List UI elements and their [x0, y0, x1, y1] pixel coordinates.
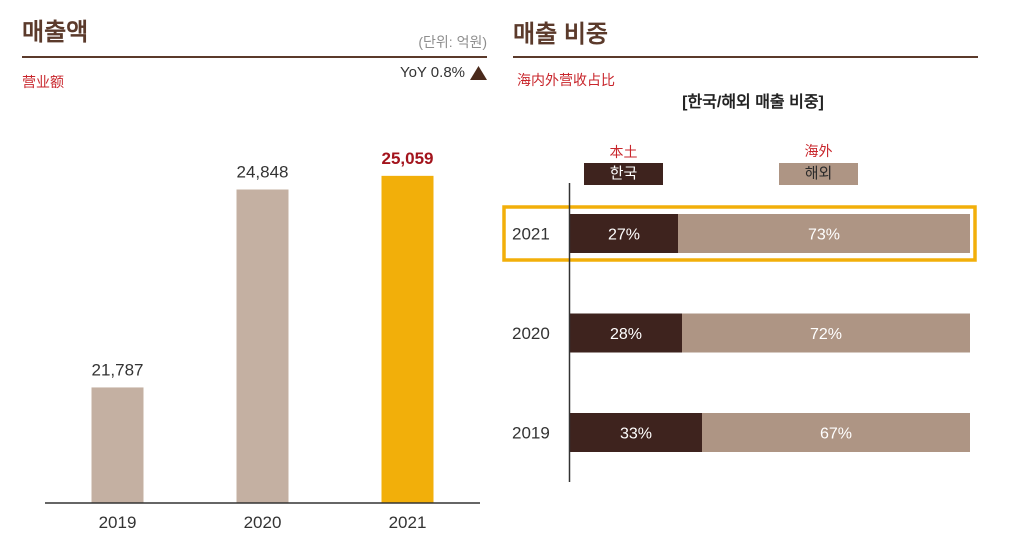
bar-value-label: 25,059 [382, 149, 434, 168]
legend-korea-label: 한국 [584, 163, 663, 185]
korea-share-bar-2019 [570, 413, 702, 452]
revenue-bars: 21,787 2019 24,848 2020 25,059 2021 [91, 149, 434, 532]
overseas-share-label: 67% [820, 426, 852, 443]
share-subtitle-cn: 海内外营收占比 [517, 72, 615, 88]
korea-share-label: 33% [620, 426, 652, 443]
share-title-rule [513, 56, 978, 58]
overseas-share-bar-2020 [682, 313, 970, 353]
x-tick-label: 2021 [389, 513, 427, 532]
legend-korea-caption: 本土 [609, 144, 638, 160]
x-tick-label: 2019 [99, 513, 137, 532]
overseas-share-bar-2021 [678, 214, 970, 253]
y-tick-label: 2019 [512, 424, 550, 443]
bar-value-label: 21,787 [92, 360, 144, 379]
bar-2020 [236, 189, 289, 503]
bar-2021 [381, 175, 434, 504]
legend-overseas-label: 해외 [779, 163, 858, 185]
share-title: 매출 비중 [513, 21, 608, 48]
share-chart-heading: [한국/해외 매출 비중] [682, 94, 824, 111]
korea-share-label: 28% [610, 326, 642, 343]
overseas-share-label: 72% [810, 326, 842, 343]
overseas-share-bar-2019 [702, 413, 970, 452]
revenue-subtitle-cn: 营业额 [22, 74, 64, 90]
revenue-title: 매출액 [22, 19, 89, 46]
y-tick-label: 2021 [512, 225, 550, 244]
korea-share-label: 27% [608, 227, 640, 244]
share-bars: 27% 73% 2021 28% 72% 2020 33% 67% 2019 [502, 205, 977, 452]
revenue-title-rule [22, 56, 487, 58]
highlight-frame [502, 205, 977, 262]
korea-share-bar-2021 [570, 214, 678, 253]
overseas-share-label: 73% [808, 227, 840, 244]
korea-share-bar-2020 [570, 313, 682, 353]
bar-value-label: 24,848 [237, 162, 289, 181]
y-tick-label: 2020 [512, 324, 550, 343]
unit-label: (단위: 억원) [418, 34, 487, 50]
triangle-up-icon [470, 66, 487, 80]
bar-2019 [91, 387, 144, 503]
yoy-text: YoY 0.8% [399, 64, 465, 81]
x-tick-label: 2020 [244, 513, 282, 532]
yoy-indicator: YoY 0.8% [400, 64, 487, 82]
legend-overseas-caption: 海外 [804, 143, 833, 159]
